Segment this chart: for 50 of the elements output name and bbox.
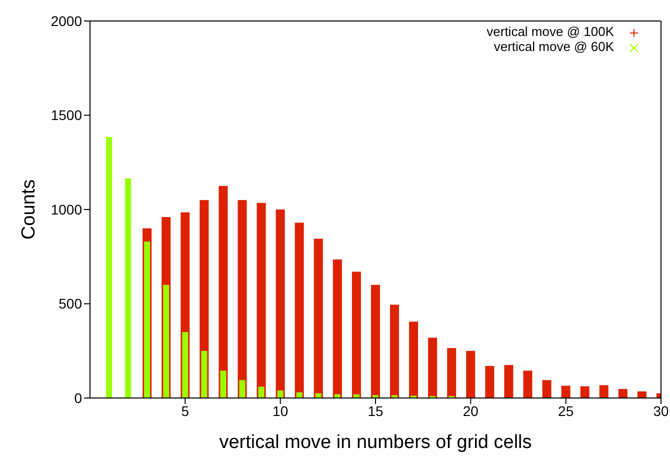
bar [618,388,628,398]
bar [637,391,646,398]
legend-label: vertical move @ 100K [486,24,614,39]
legend-label: vertical move @ 60K [494,39,614,54]
bar [523,370,532,398]
bar [599,385,608,398]
bar [504,365,514,398]
x-tick-label: 20 [462,402,479,419]
bar [106,136,112,398]
y-tick-label: 1000 [50,201,82,218]
y-tick-label: 1500 [50,107,82,124]
bar [485,366,494,398]
y-axis-title: Counts [18,179,40,240]
bar [353,394,360,398]
bar [314,238,323,398]
bar [125,178,132,398]
bar [258,386,264,398]
bar [390,304,400,398]
bar [409,322,418,398]
bar [428,338,438,398]
bar [220,370,226,398]
bar [239,380,246,398]
bar [144,242,150,398]
x-tick-label: 5 [181,402,190,419]
y-tick-label: 500 [58,296,82,312]
y-tick-label: 2000 [50,12,82,29]
x-tick-label: 10 [272,402,288,419]
bar [334,394,340,398]
bar [542,380,552,398]
x-tick-label: 30 [653,402,669,419]
bar [561,386,570,398]
bar [182,332,188,398]
bar [352,272,361,398]
bar [218,186,228,398]
bar [163,284,170,398]
bar [238,200,247,398]
bar [447,348,456,398]
x-axis-title: vertical move in numbers of grid cells [219,432,532,453]
bar [466,350,476,398]
x-tick-label: 15 [368,402,384,419]
bar [277,390,284,398]
x-tick-label: 25 [558,402,574,419]
bar [276,210,285,398]
bar [370,284,380,398]
bar [580,386,590,398]
bar [201,350,208,398]
bar [294,222,304,398]
y-tick-label: 0 [74,390,82,406]
bar [332,259,342,398]
bar [256,202,266,398]
